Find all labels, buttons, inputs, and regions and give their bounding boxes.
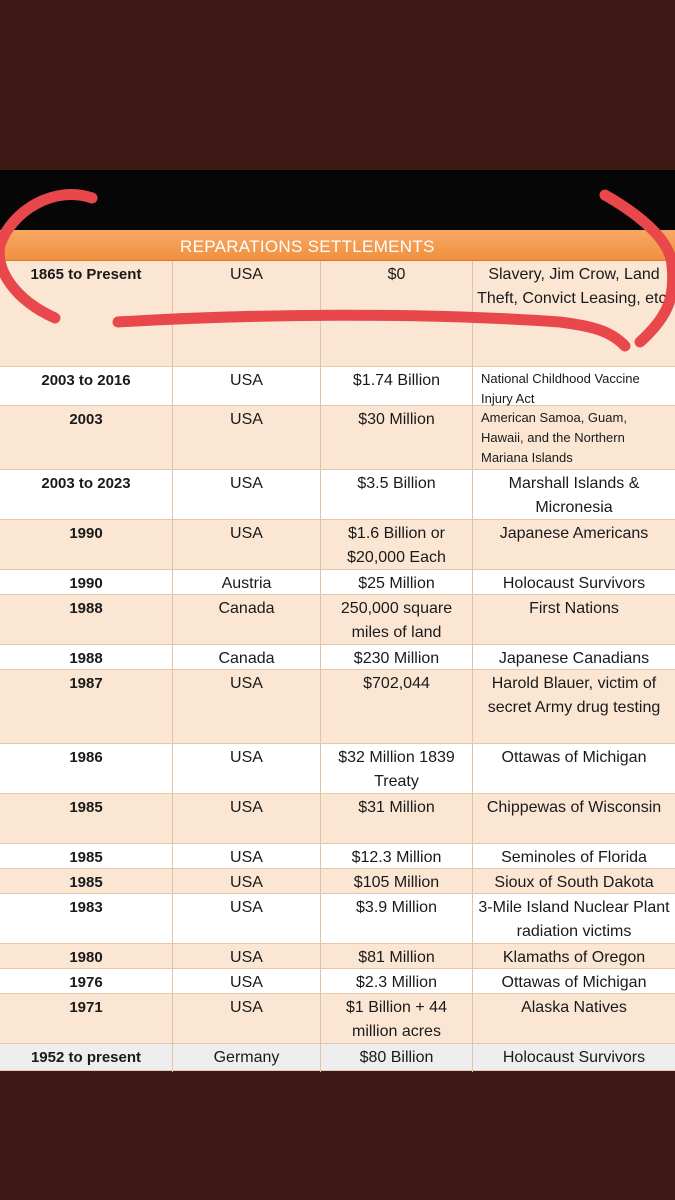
table-row: 2003 USA $30 Million American Samoa, Gua… [0,406,675,470]
amount-cell: $3.9 Million [321,894,473,946]
amount-cell: $2.3 Million [321,969,473,997]
country-cell: USA [173,869,321,897]
country-cell: Canada [173,595,321,647]
country-cell: USA [173,520,321,572]
table-row: 1985 USA $31 Million Chippewas of Wiscon… [0,794,675,844]
amount-cell: $25 Million [321,570,473,598]
black-band [0,170,675,230]
country-cell: USA [173,744,321,796]
recipient-cell: Klamaths of Oregon [502,949,646,966]
country-cell: USA [173,969,321,997]
date-cell: 1865 to Present [0,261,173,366]
amount-cell: $230 Million [321,645,473,673]
country-cell: USA [173,844,321,872]
date-cell: 1976 [0,969,173,997]
country-cell: USA [173,367,321,411]
amount-cell: $81 Million [321,944,473,972]
recipient-cell: Marshall Islands & Micronesia [508,475,640,516]
date-cell: 2003 [0,406,173,470]
table-row: 1988 Canada 250,000 square miles of land… [0,595,675,647]
table-row: 1971 USA $1 Billion + 44 million acres A… [0,994,675,1046]
reparations-table: REPARATIONS SETTLEMENTS 1865 to Present … [0,230,675,1072]
country-cell: USA [173,670,321,743]
date-cell: 1971 [0,994,173,1046]
date-cell: 1990 [0,520,173,572]
table-row: 2003 to 2016 USA $1.74 Billion National … [0,367,675,411]
date-cell: 1983 [0,894,173,946]
country-cell: USA [173,944,321,972]
recipient-cell: First Nations [529,600,619,617]
recipient-cell: Holocaust Survivors [502,575,646,592]
table-row: 1990 Austria $25 Million Holocaust Survi… [0,570,675,598]
country-cell: Austria [173,570,321,598]
table-row: 1985 USA $12.3 Million Seminoles of Flor… [0,844,675,872]
country-cell: USA [173,994,321,1046]
recipient-cell: Sioux of South Dakota [494,874,654,891]
recipient-cell: Ottawas of Michigan [501,749,647,766]
recipient-cell: Seminoles of Florida [501,849,647,866]
table-row: 1865 to Present USA $0 Slavery, Jim Crow… [0,261,675,367]
date-cell: 1985 [0,794,173,843]
amount-cell: $702,044 [321,670,473,743]
date-cell: 1952 to present [0,1044,173,1072]
recipient-cell: National Childhood Vaccine Injury Act [481,371,640,406]
recipient-cell: Alaska Natives [521,999,627,1016]
date-cell: 1988 [0,595,173,647]
amount-cell: $0 [321,261,473,366]
amount-cell: $30 Million [321,406,473,470]
amount-cell: $105 Million [321,869,473,897]
table-row: 1976 USA $2.3 Million Ottawas of Michiga… [0,969,675,997]
amount-cell: $31 Million [321,794,473,843]
country-cell: USA [173,261,321,366]
date-cell: 2003 to 2023 [0,470,173,522]
table-row: 2003 to 2023 USA $3.5 Billion Marshall I… [0,470,675,522]
recipient-cell: Japanese Americans [499,525,649,542]
country-cell: USA [173,894,321,946]
date-cell: 1980 [0,944,173,972]
country-cell: USA [173,470,321,522]
table-row: 1952 to present Germany $80 Billion Holo… [0,1044,675,1072]
country-cell: Germany [173,1044,321,1072]
recipient-cell: Slavery, Jim Crow, Land Theft, Convict L… [477,266,671,307]
country-cell: USA [173,406,321,470]
recipient-cell: Ottawas of Michigan [501,974,647,991]
date-cell: 1987 [0,670,173,743]
date-cell: 1985 [0,844,173,872]
recipient-cell: Holocaust Survivors [502,1049,646,1066]
date-cell: 1988 [0,645,173,673]
amount-cell: $1.6 Billion or $20,000 Each [321,520,473,572]
table-row: 1985 USA $105 Million Sioux of South Dak… [0,869,675,897]
amount-cell: $80 Billion [321,1044,473,1072]
recipient-cell: Harold Blauer, victim of secret Army dru… [487,675,661,716]
country-cell: USA [173,794,321,843]
table-row: 1983 USA $3.9 Million 3-Mile Island Nucl… [0,894,675,946]
table-row: 1988 Canada $230 Million Japanese Canadi… [0,645,675,673]
recipient-cell: Japanese Canadians [498,650,650,667]
amount-cell: $1.74 Billion [321,367,473,411]
date-cell: 1986 [0,744,173,796]
table-row: 1986 USA $32 Million 1839 Treaty Ottawas… [0,744,675,796]
date-cell: 1985 [0,869,173,897]
date-cell: 2003 to 2016 [0,367,173,411]
table-row: 1980 USA $81 Million Klamaths of Oregon [0,944,675,972]
table-row: 1987 USA $702,044 Harold Blauer, victim … [0,670,675,744]
country-cell: Canada [173,645,321,673]
amount-cell: 250,000 square miles of land [321,595,473,647]
table-header: REPARATIONS SETTLEMENTS [0,230,675,261]
recipient-cell: American Samoa, Guam, Hawaii, and the No… [481,410,627,465]
amount-cell: $1 Billion + 44 million acres [321,994,473,1046]
amount-cell: $12.3 Million [321,844,473,872]
table-row: 1990 USA $1.6 Billion or $20,000 Each Ja… [0,520,675,572]
recipient-cell: Chippewas of Wisconsin [486,799,662,816]
amount-cell: $32 Million 1839 Treaty [321,744,473,796]
recipient-cell: 3-Mile Island Nuclear Plant radiation vi… [478,899,670,940]
date-cell: 1990 [0,570,173,598]
amount-cell: $3.5 Billion [321,470,473,522]
table-title: REPARATIONS SETTLEMENTS [180,237,435,256]
